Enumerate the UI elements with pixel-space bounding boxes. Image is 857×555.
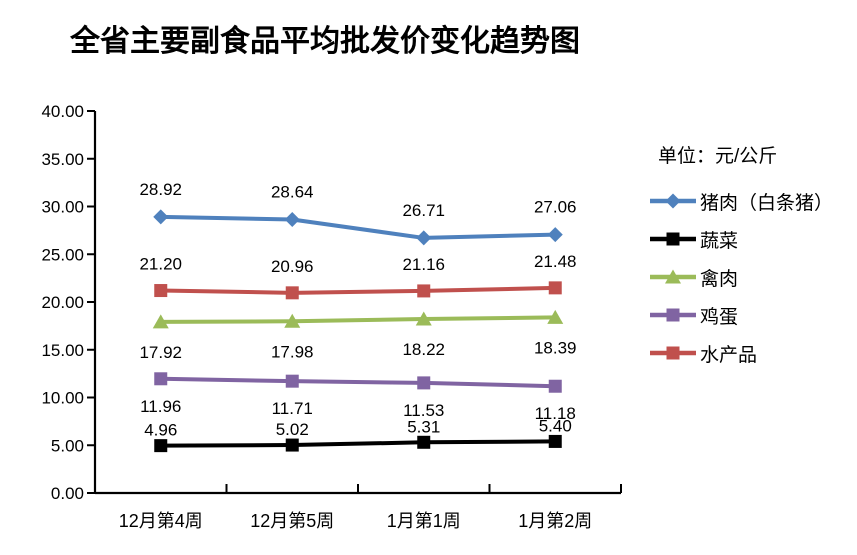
x-axis-label: 1月第1周 (387, 511, 461, 531)
legend-marker-icon (650, 193, 696, 209)
y-tick-label: 30.00 (41, 198, 84, 217)
series-marker (547, 227, 563, 243)
series-4: 21.20 20.96 21.16 21.48 (139, 252, 577, 300)
legend-marker (666, 346, 680, 360)
series-2: 17.92 17.98 18.22 18.39 (139, 309, 577, 362)
series-marker (417, 435, 431, 449)
y-tick-label: 5.00 (51, 436, 84, 455)
series-0: 28.92 28.64 26.71 27.06 (139, 180, 577, 246)
legend-item-3: 鸡蛋 (650, 296, 855, 334)
series-line (158, 214, 558, 240)
data-label: 5.40 (539, 416, 572, 435)
legend-item-2: 禽肉 (650, 258, 855, 296)
data-label: 20.96 (271, 257, 314, 276)
chart-title: 全省主要副食品平均批发价变化趋势图 (70, 25, 580, 58)
data-label: 28.64 (271, 182, 314, 201)
data-label: 18.39 (534, 338, 577, 357)
series-3: 11.96 11.71 11.53 11.18 (140, 372, 576, 423)
series-marker (417, 376, 431, 390)
legend-item-label: 蔬菜 (700, 230, 739, 252)
data-label: 17.98 (271, 342, 314, 361)
data-label: 11.96 (140, 397, 181, 416)
data-label: 5.02 (276, 420, 309, 439)
unit-label: 单位：元/公斤 (658, 146, 778, 167)
y-tick-label: 10.00 (41, 389, 84, 408)
series-marker (417, 284, 431, 298)
legend-item-0: 猪肉（白条猪） (650, 182, 855, 220)
series-marker (285, 438, 299, 452)
series-marker (284, 313, 301, 328)
series-marker (152, 314, 169, 329)
legend-item-1: 蔬菜 (650, 220, 855, 258)
legend-item-label: 水产品 (700, 344, 758, 366)
x-axis-label: 12月第5周 (250, 511, 334, 531)
y-tick-label: 40.00 (41, 102, 84, 121)
data-label: 11.71 (272, 399, 313, 418)
data-label: 21.20 (139, 255, 182, 274)
data-label: 5.31 (407, 417, 440, 436)
legend-marker-icon (650, 346, 696, 360)
y-tick-label: 35.00 (41, 150, 84, 169)
series-marker (285, 286, 299, 300)
series-marker (154, 439, 168, 453)
legend-marker-icon (650, 232, 696, 246)
legend: 单位：元/公斤 猪肉（白条猪） 蔬菜禽肉鸡蛋水产品 (650, 141, 855, 372)
data-label: 27.06 (534, 198, 577, 217)
data-label: 26.71 (402, 201, 445, 220)
x-axis-label: 1月第2周 (518, 511, 592, 531)
data-label: 28.92 (139, 180, 182, 199)
legend-marker-icon (650, 269, 696, 284)
series-line (158, 285, 558, 295)
data-label: 11.53 (403, 401, 444, 420)
series-line (158, 376, 558, 389)
y-tick-label: 0.00 (51, 484, 84, 503)
y-tick-label: 15.00 (41, 341, 84, 360)
data-label: 18.22 (402, 340, 445, 359)
data-label: 21.48 (534, 252, 577, 271)
series-marker (547, 309, 564, 324)
data-label: 17.92 (139, 343, 182, 362)
series-line (158, 439, 558, 448)
series-marker (154, 284, 168, 298)
series-marker (285, 374, 299, 388)
series-marker (153, 209, 169, 225)
legend-marker (665, 193, 681, 209)
series-marker (548, 379, 562, 393)
y-tick-label: 25.00 (41, 245, 84, 264)
y-tick-label: 20.00 (41, 293, 84, 312)
legend-item-label: 禽肉 (700, 268, 739, 290)
legend-item-label: 鸡蛋 (700, 306, 739, 328)
series-marker (548, 434, 562, 448)
series-1: 4.96 5.02 5.31 5.40 (144, 416, 572, 453)
series-marker (154, 372, 168, 386)
series-marker (284, 211, 300, 227)
series-marker (416, 230, 432, 246)
series-marker (548, 281, 562, 295)
legend-marker (665, 269, 681, 284)
legend-marker-icon (650, 308, 696, 322)
legend-marker (666, 232, 680, 246)
legend-item-4: 水产品 (650, 334, 855, 372)
data-label: 11.18 (535, 404, 576, 423)
data-label: 4.96 (144, 421, 177, 440)
legend-marker (666, 308, 680, 322)
data-label: 21.16 (402, 255, 445, 274)
legend-item-label: 猪肉（白条猪） (700, 192, 834, 214)
series-marker (415, 311, 432, 326)
x-axis-label: 12月第4周 (119, 511, 203, 531)
series-line (158, 315, 558, 324)
